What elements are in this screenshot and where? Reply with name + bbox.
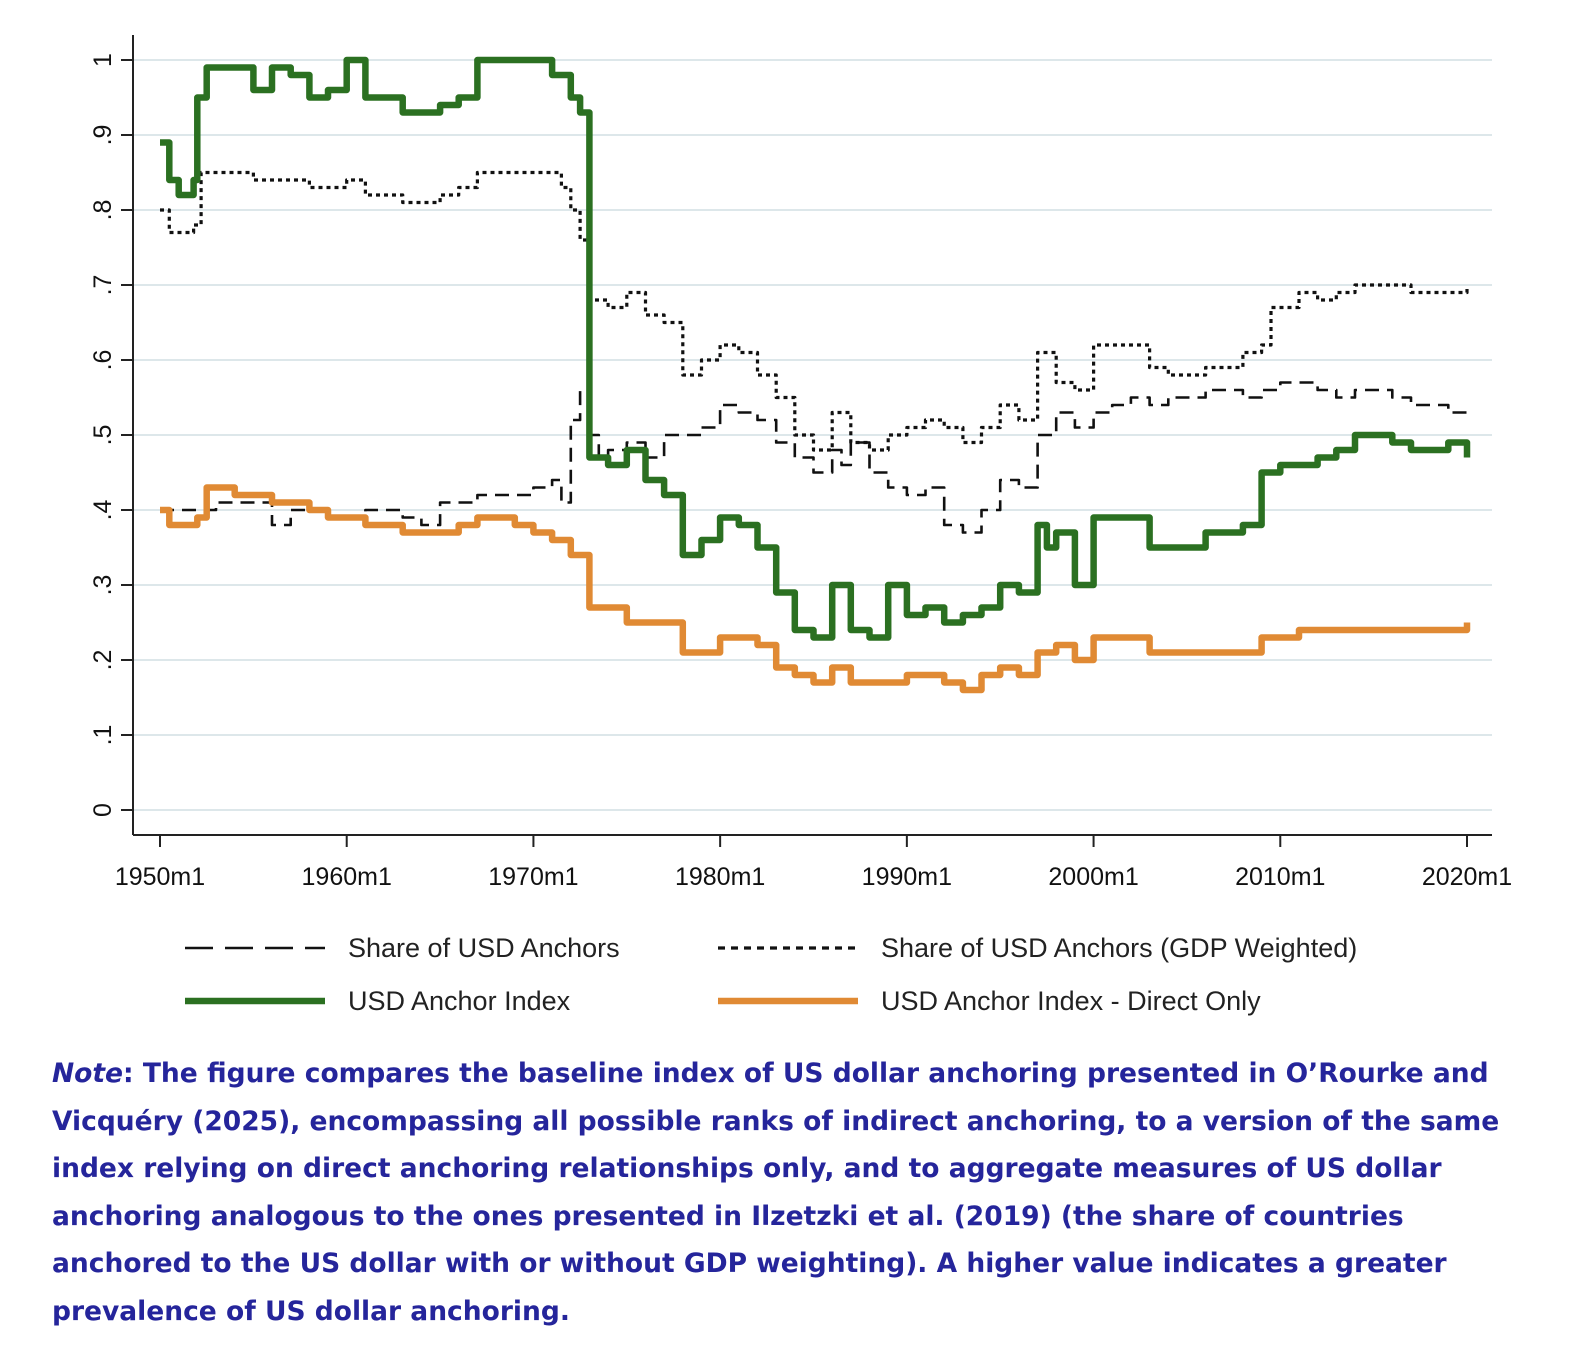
y-tick-label: .9 bbox=[89, 125, 117, 146]
x-axis-ticks: 1950m1 1960m1 1970m1 1980m1 1990m1 2000m1 2010… bbox=[115, 835, 1512, 891]
y-tick-label: .3 bbox=[89, 575, 117, 596]
series-line-1 bbox=[160, 170, 1469, 452]
line-chart: 0.1.2.3.4.5.6.7.8.91 1950m1 1960m1 1970m1 1… bbox=[89, 35, 1512, 1016]
legend-label-0: Share of USD Anchors bbox=[348, 933, 620, 963]
legend: Share of USD Anchors Share of USD Anchors… bbox=[185, 933, 1357, 1016]
series-line-0 bbox=[160, 381, 1467, 534]
x-tick-label: 2010m1 bbox=[1235, 863, 1325, 891]
y-tick-label: .1 bbox=[89, 725, 117, 746]
x-tick-label: 1970m1 bbox=[488, 863, 578, 891]
x-tick-label: 1960m1 bbox=[302, 863, 392, 891]
y-tick-label: 1 bbox=[89, 53, 117, 67]
y-axis-ticks: 0 .1 .2 .3 .4 .5 .6 .7 .8 .9 1 bbox=[89, 53, 133, 817]
y-tick-label: .4 bbox=[89, 499, 117, 520]
note-label: Note bbox=[52, 1058, 124, 1089]
figure-note: Note: The figure compares the baseline i… bbox=[52, 1050, 1532, 1335]
series-line-2 bbox=[160, 56, 1471, 641]
legend-label-2: USD Anchor Index bbox=[348, 986, 571, 1016]
legend-label-3: USD Anchor Index - Direct Only bbox=[881, 986, 1261, 1016]
legend-label-1: Share of USD Anchors (GDP Weighted) bbox=[881, 933, 1357, 963]
y-tick-label: 0 bbox=[89, 803, 117, 817]
y-tick-label: .2 bbox=[89, 650, 117, 671]
y-tick-label: .5 bbox=[89, 425, 117, 446]
series-layer bbox=[160, 56, 1471, 694]
note-text: : The figure compares the baseline index… bbox=[52, 1058, 1500, 1327]
x-tick-label: 1980m1 bbox=[675, 863, 765, 891]
x-tick-label: 1990m1 bbox=[862, 863, 952, 891]
x-tick-label: 2000m1 bbox=[1048, 863, 1138, 891]
series-line-3 bbox=[160, 484, 1471, 694]
y-tick-label: .8 bbox=[89, 200, 117, 221]
y-tick-label: .7 bbox=[89, 275, 117, 296]
x-tick-label: 1950m1 bbox=[115, 863, 205, 891]
y-tick-label: .6 bbox=[89, 350, 117, 371]
x-tick-label: 2020m1 bbox=[1422, 863, 1512, 891]
